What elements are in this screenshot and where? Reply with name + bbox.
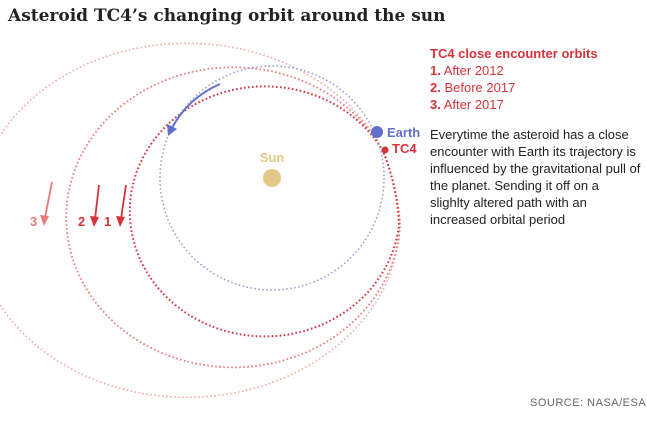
- orbit-3-arrowhead: [40, 215, 49, 226]
- earth-direction-arrow: [171, 83, 221, 129]
- legend-item-number: 3.: [430, 97, 441, 112]
- legend-item: 2. Before 2017: [430, 79, 598, 96]
- legend-title: TC4 close encounter orbits: [430, 46, 598, 61]
- source-credit: SOURCE: NASA/ESA: [530, 397, 647, 409]
- legend: TC4 close encounter orbits 1. After 2012…: [430, 45, 598, 113]
- legend-item: 1. After 2012: [430, 62, 598, 79]
- orbit-3-path: [0, 42, 401, 399]
- orbit-3-arrow-line: [44, 181, 53, 219]
- page-title: Asteroid TC4’s changing orbit around the…: [8, 6, 446, 26]
- earth-direction-arrowhead: [167, 124, 177, 136]
- earth-label: Earth: [387, 125, 420, 140]
- orbit-1-label: 1: [104, 214, 111, 229]
- earth-icon: [371, 126, 383, 138]
- orbit-2-arrow-line: [94, 184, 100, 220]
- orbit-3-label: 3: [30, 214, 37, 229]
- orbit-2-path: [65, 66, 401, 369]
- orbit-1-arrow-line: [120, 184, 127, 220]
- orbit-1-arrowhead: [116, 216, 125, 227]
- legend-item-number: 1.: [430, 63, 441, 78]
- tc4-icon: [381, 146, 389, 154]
- description-text: Everytime the asteroid has a close encou…: [430, 127, 641, 227]
- earth-orbit-path: [159, 65, 385, 291]
- legend-item-label: After 2017: [443, 97, 504, 112]
- orbit-2-arrowhead: [90, 216, 99, 227]
- orbit-1-path: [128, 85, 401, 338]
- legend-item-label: After 2012: [443, 63, 504, 78]
- legend-item: 3. After 2017: [430, 96, 598, 113]
- sun-icon: [263, 169, 281, 187]
- sun-label: Sun: [260, 150, 285, 165]
- orbit-2-label: 2: [78, 214, 85, 229]
- legend-item-number: 2.: [430, 80, 441, 95]
- legend-item-label: Before 2017: [444, 80, 516, 95]
- tc4-label: TC4: [392, 141, 417, 156]
